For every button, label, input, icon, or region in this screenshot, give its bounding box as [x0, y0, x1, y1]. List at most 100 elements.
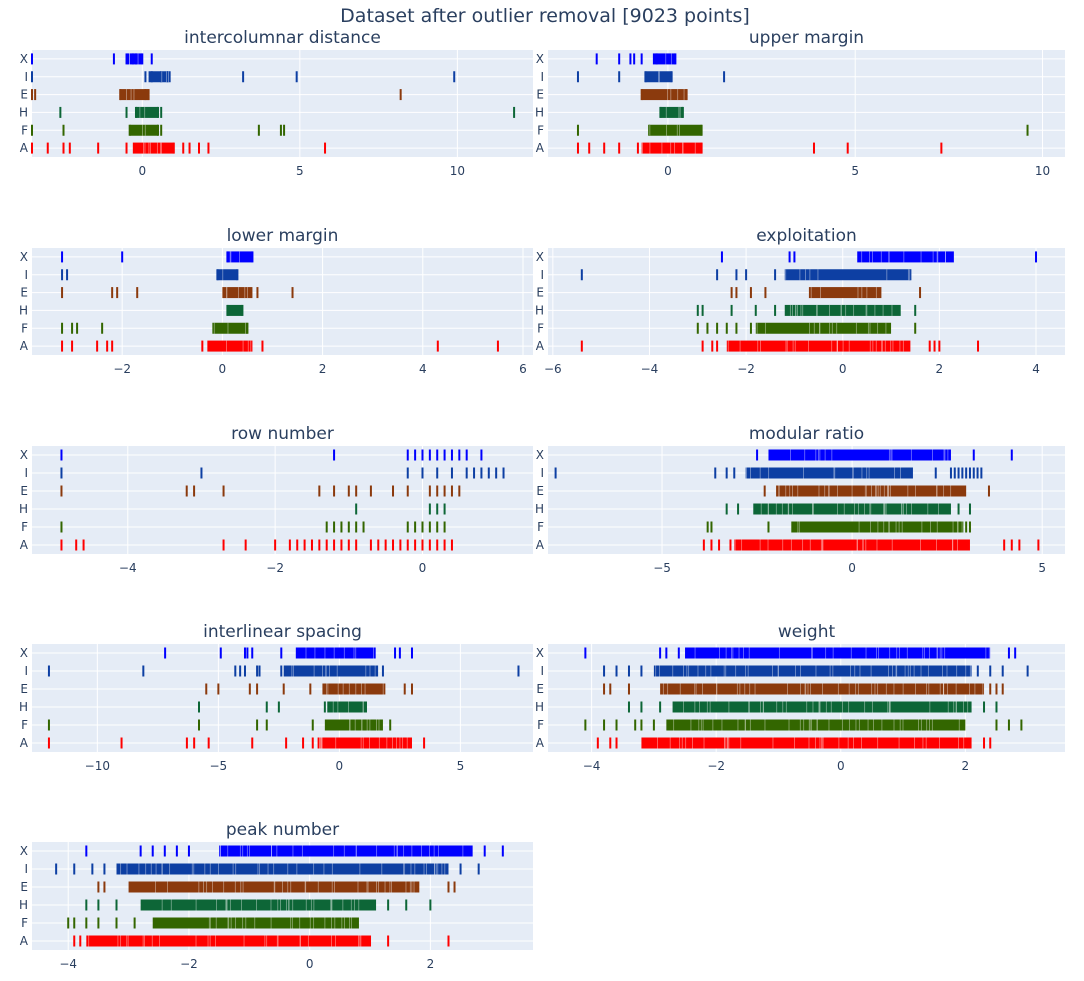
data-point [965, 467, 968, 479]
cluster-gap [360, 935, 362, 947]
cluster-gap [900, 467, 901, 479]
cluster-gap [759, 467, 761, 479]
x-tick-label: −2 [707, 759, 725, 773]
cluster-gap [888, 485, 890, 497]
cluster-gap [848, 719, 850, 731]
cluster-gap [920, 719, 922, 731]
y-tick-label: H [19, 502, 28, 516]
data-point [389, 719, 392, 731]
cluster-gap [362, 701, 364, 713]
cluster-gap [883, 503, 885, 515]
cluster-gap [936, 539, 937, 551]
cluster-gap [222, 269, 224, 281]
cluster-gap [366, 719, 368, 731]
cluster-gap [291, 665, 293, 677]
cluster-gap [825, 647, 827, 659]
cluster-gap [778, 665, 779, 677]
y-tick-label: A [20, 934, 29, 948]
data-point [480, 467, 483, 479]
subplot-title: weight [778, 622, 836, 642]
data-point [725, 503, 728, 515]
cluster-gap [223, 881, 225, 893]
data-point [265, 701, 268, 713]
cluster-gap [792, 304, 793, 316]
cluster-gap [837, 485, 838, 497]
series-H [59, 106, 516, 118]
cluster-gap [138, 863, 140, 875]
data-point [774, 269, 777, 281]
data-point [243, 665, 246, 677]
cluster-gap [137, 53, 139, 65]
cluster-gap [327, 683, 329, 695]
cluster-gap [354, 719, 356, 731]
cluster-gap [822, 683, 823, 695]
series-I [554, 467, 983, 479]
data-point [47, 719, 50, 731]
cluster-gap [705, 665, 707, 677]
data-point [355, 485, 358, 497]
data-point [576, 124, 579, 136]
cluster-gap [739, 340, 741, 352]
cluster-gap [893, 683, 895, 695]
data-point-cluster [660, 683, 985, 695]
cluster-gap [786, 340, 788, 352]
cluster-gap [206, 881, 208, 893]
cluster-gap [827, 485, 829, 497]
cluster-gap [850, 647, 852, 659]
data-point [295, 71, 298, 83]
cluster-gap [259, 863, 260, 875]
cluster-gap [969, 665, 971, 677]
cluster-gap [369, 665, 371, 677]
cluster-gap [902, 683, 904, 695]
series-F [576, 124, 1029, 136]
data-point [369, 539, 372, 551]
data-point [323, 701, 326, 713]
cluster-gap [768, 467, 770, 479]
cluster-gap [915, 683, 916, 695]
data-point [160, 106, 163, 118]
cluster-gap [433, 845, 435, 857]
cluster-gap [228, 917, 230, 929]
cluster-gap [854, 665, 856, 677]
data-point [185, 485, 188, 497]
cluster-gap [670, 89, 672, 101]
cluster-gap [857, 539, 858, 551]
data-point [627, 665, 630, 677]
cluster-gap [850, 665, 851, 677]
data-point [436, 503, 439, 515]
data-point [1001, 665, 1004, 677]
data-point [615, 665, 618, 677]
cluster-gap [865, 647, 867, 659]
series-H [725, 503, 971, 515]
cluster-gap [883, 521, 885, 533]
cluster-gap [892, 665, 893, 677]
cluster-gap [245, 322, 246, 334]
data-point [309, 683, 312, 695]
cluster-gap [683, 89, 685, 101]
cluster-gap [906, 647, 908, 659]
data-point [961, 467, 964, 479]
y-tick-label: H [19, 303, 28, 317]
cluster-gap [836, 340, 838, 352]
data-point [495, 467, 498, 479]
data-point [725, 322, 728, 334]
cluster-gap [242, 881, 244, 893]
data-point-cluster [745, 467, 913, 479]
cluster-gap [848, 340, 850, 352]
cluster-gap [874, 304, 876, 316]
data-point [517, 665, 520, 677]
data-point [977, 340, 980, 352]
cluster-gap [359, 935, 361, 947]
data-point [436, 467, 439, 479]
series-F [706, 521, 971, 533]
cluster-gap [160, 142, 161, 154]
cluster-gap [273, 881, 275, 893]
cluster-gap [322, 665, 323, 677]
y-tick-label: I [540, 70, 544, 84]
series-E [60, 485, 461, 497]
data-point [793, 251, 796, 263]
subplot-title: exploitation [756, 226, 857, 246]
data-point [627, 683, 630, 695]
cluster-gap [828, 719, 830, 731]
cluster-gap [679, 737, 681, 749]
